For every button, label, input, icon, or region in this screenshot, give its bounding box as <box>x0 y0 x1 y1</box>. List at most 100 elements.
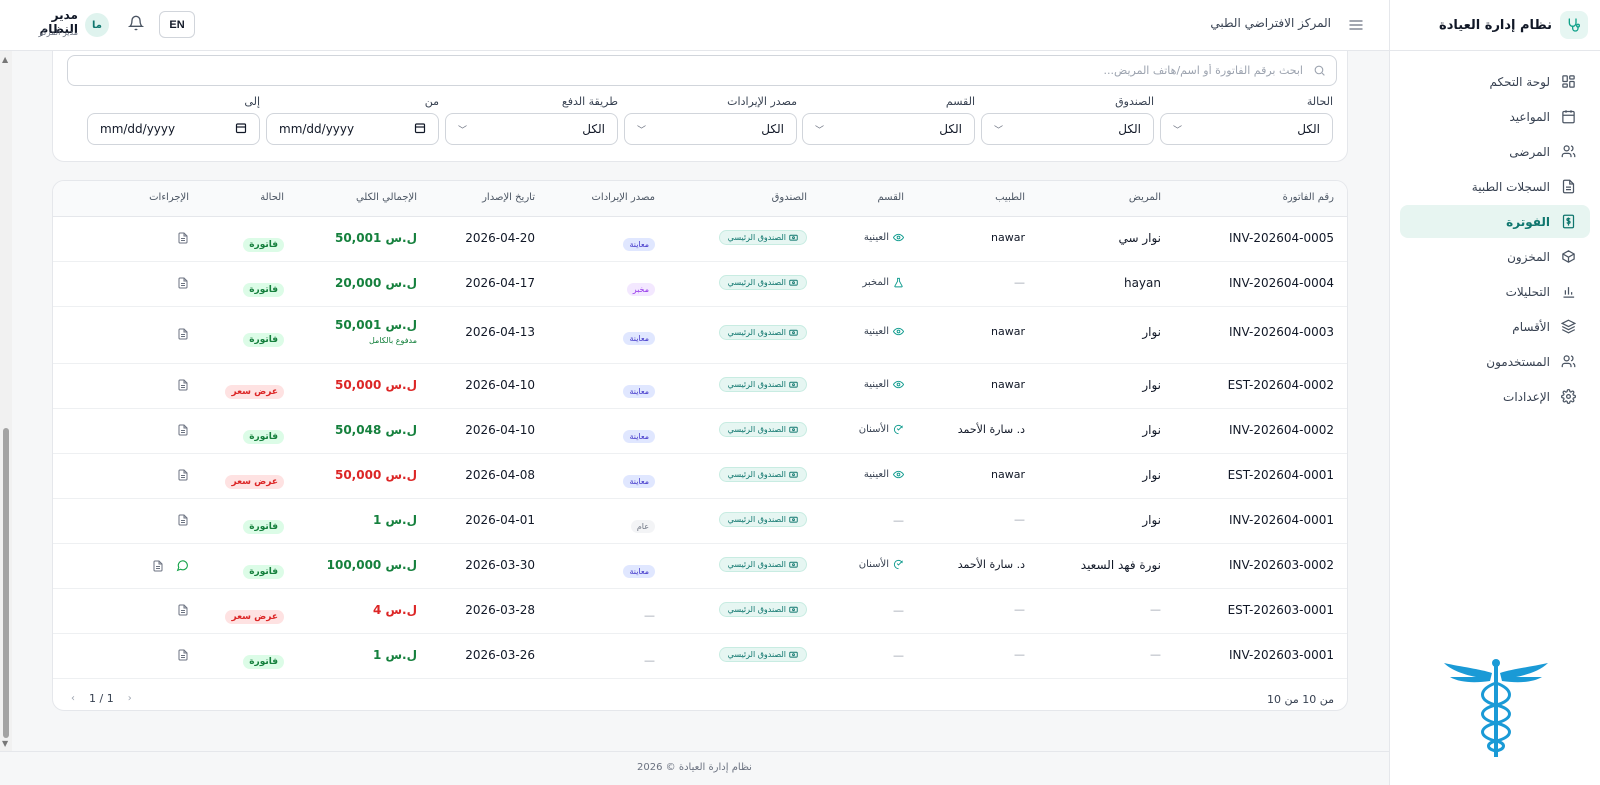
table-row[interactable]: EST-202604-0002 نوار nawar العينية الصند… <box>53 364 1347 409</box>
fund-select[interactable]: ﹀ الكل <box>981 113 1154 145</box>
invoice-number[interactable]: EST-202603-0001 <box>1227 603 1334 617</box>
sidebar-item-users[interactable]: المستخدمون <box>1400 345 1590 378</box>
chevron-down-icon: ﹀ <box>815 125 825 136</box>
invoice-number[interactable]: INV-202604-0001 <box>1228 513 1334 527</box>
fund-filter: الصندوق ﹀ الكل <box>981 95 1154 145</box>
view-invoice-icon[interactable] <box>177 604 189 616</box>
fund-badge: الصندوق الرئيسي <box>718 275 807 290</box>
status-select[interactable]: ﹀ الكل <box>1160 113 1333 145</box>
table-row[interactable]: INV-202603-0001 — — — الصندوق الرئيسي — … <box>53 634 1347 679</box>
invoice-number[interactable]: INV-202603-0002 <box>1228 558 1334 572</box>
payment-method-filter: طريقة الدفع ﹀ الكل <box>445 95 618 145</box>
total-amount-cell: 1 ل.س <box>373 648 417 662</box>
table-row[interactable]: INV-202604-0002 نوار د. سارة الأحمد الأس… <box>53 409 1347 454</box>
calendar-icon[interactable] <box>414 122 426 137</box>
invoice-number[interactable]: EST-202604-0001 <box>1227 468 1334 482</box>
wallet-icon <box>789 605 798 614</box>
column-header-doctor[interactable]: الطبيب <box>995 192 1025 203</box>
search-input[interactable] <box>101 63 1305 78</box>
scroll-down-arrow-icon[interactable]: ▼ <box>2 739 9 748</box>
status-cell: عرض سعر <box>225 604 284 624</box>
language-toggle-button[interactable]: EN <box>159 11 195 38</box>
payment-method-select[interactable]: ﹀ الكل <box>445 113 618 145</box>
status-cell: فاتورة <box>243 649 284 669</box>
view-invoice-icon[interactable] <box>177 424 189 436</box>
sidebar: نظام إدارة العيادة لوحة التحكم المواعيد … <box>1389 0 1600 785</box>
from-date-label: من <box>424 95 439 108</box>
scrollbar-thumb[interactable] <box>3 428 9 738</box>
table-row[interactable]: INV-202603-0002 نورة فهد السعيد د. سارة … <box>53 544 1347 589</box>
revenue-source-badge: معاينة <box>623 332 655 345</box>
revenue-source-select[interactable]: ﹀ الكل <box>624 113 797 145</box>
column-header-patient[interactable]: المريض <box>1128 192 1161 203</box>
hamburger-menu-icon[interactable] <box>1348 17 1364 37</box>
status-badge: فاتورة <box>243 655 284 669</box>
revenue-source-select-value: الكل <box>761 122 784 136</box>
view-invoice-icon[interactable] <box>177 328 189 340</box>
table-row[interactable]: EST-202604-0001 نوار nawar العينية الصند… <box>53 454 1347 499</box>
table-row[interactable]: INV-202604-0004 hayan — المخبر الصندوق ا… <box>53 262 1347 307</box>
view-invoice-icon[interactable] <box>152 560 164 572</box>
to-date-input[interactable]: mm/dd/yyyy <box>87 113 260 145</box>
column-header-revenue-source[interactable]: مصدر الإيرادات <box>591 192 656 203</box>
patient-name: hayan <box>1123 276 1161 290</box>
view-invoice-icon[interactable] <box>177 649 189 661</box>
table-row[interactable]: EST-202603-0001 — — — الصندوق الرئيسي — … <box>53 589 1347 634</box>
view-invoice-icon[interactable] <box>177 379 189 391</box>
sidebar-item-billing[interactable]: الفوترة <box>1400 205 1590 238</box>
sidebar-item-medical-records[interactable]: السجلات الطبية <box>1400 170 1590 203</box>
invoice-number[interactable]: EST-202604-0002 <box>1227 378 1334 392</box>
calendar-icon[interactable] <box>235 122 247 137</box>
invoice-number[interactable]: INV-202604-0003 <box>1228 325 1334 339</box>
sidebar-item-departments[interactable]: الأقسام <box>1400 310 1590 343</box>
status-badge: عرض سعر <box>225 385 284 399</box>
department-filter: القسم ﹀ الكل <box>802 95 975 145</box>
view-invoice-icon[interactable] <box>177 469 189 481</box>
column-header-status[interactable]: الحالة <box>260 192 284 203</box>
brand-title: نظام إدارة العيادة <box>1439 17 1552 33</box>
whatsapp-icon[interactable] <box>176 559 189 572</box>
table-row[interactable]: INV-202604-0003 نوار nawar العينية الصند… <box>53 307 1347 364</box>
sidebar-item-inventory[interactable]: المخزون <box>1400 240 1590 273</box>
invoice-number[interactable]: INV-202604-0002 <box>1228 423 1334 437</box>
column-header-department[interactable]: القسم <box>877 192 904 203</box>
revenue-source-badge: عام <box>630 520 655 533</box>
column-header-total[interactable]: الإجمالي الكلي <box>355 192 417 203</box>
column-header-issue-date[interactable]: تاريخ الإصدار <box>482 192 535 203</box>
chevron-left-icon[interactable]: ‹ <box>71 693 75 704</box>
sidebar-item-dashboard[interactable]: لوحة التحكم <box>1400 65 1590 98</box>
search-box[interactable] <box>67 55 1337 86</box>
invoice-number[interactable]: INV-202604-0004 <box>1228 276 1334 290</box>
scroll-up-arrow-icon[interactable]: ▲ <box>2 55 9 64</box>
sidebar-item-settings[interactable]: الإعدادات <box>1400 380 1590 413</box>
avatar[interactable]: ما <box>85 13 109 37</box>
department-select[interactable]: ﹀ الكل <box>802 113 975 145</box>
actions-cell <box>152 559 189 572</box>
from-date-input[interactable]: mm/dd/yyyy <box>266 113 439 145</box>
view-invoice-icon[interactable] <box>177 277 189 289</box>
sidebar-item-label: المرضى <box>1509 144 1550 159</box>
status-badge: فاتورة <box>243 565 284 579</box>
revenue-source-cell: معاينة <box>623 379 655 398</box>
view-invoice-icon[interactable] <box>177 514 189 526</box>
fund-badge: الصندوق الرئيسي <box>718 602 807 617</box>
status-badge: فاتورة <box>243 283 284 297</box>
chevron-right-icon[interactable]: › <box>127 693 132 704</box>
view-invoice-icon[interactable] <box>177 232 189 244</box>
bell-icon[interactable] <box>127 15 145 35</box>
table-row[interactable]: INV-202604-0005 نوار سي nawar العينية ال… <box>53 217 1347 262</box>
payment-note: مدفوع بالكامل <box>368 336 417 345</box>
sidebar-item-analytics[interactable]: التحليلات <box>1400 275 1590 308</box>
sidebar-item-appointments[interactable]: المواعيد <box>1400 100 1590 133</box>
dashboard-icon <box>1560 74 1576 90</box>
revenue-source-badge: معاينة <box>623 430 655 443</box>
column-header-fund[interactable]: الصندوق <box>771 192 807 203</box>
invoice-number[interactable]: INV-202604-0005 <box>1228 231 1334 245</box>
sidebar-item-patients[interactable]: المرضى <box>1400 135 1590 168</box>
column-header-invoice[interactable]: رقم الفاتورة <box>1282 192 1334 203</box>
fund-cell: الصندوق الرئيسي <box>718 275 807 290</box>
fund-cell: الصندوق الرئيسي <box>718 647 807 662</box>
doctor-name: د. سارة الأحمد <box>957 558 1025 571</box>
table-row[interactable]: INV-202604-0001 نوار — — الصندوق الرئيسي… <box>53 499 1347 544</box>
invoice-number[interactable]: INV-202603-0001 <box>1228 648 1334 662</box>
